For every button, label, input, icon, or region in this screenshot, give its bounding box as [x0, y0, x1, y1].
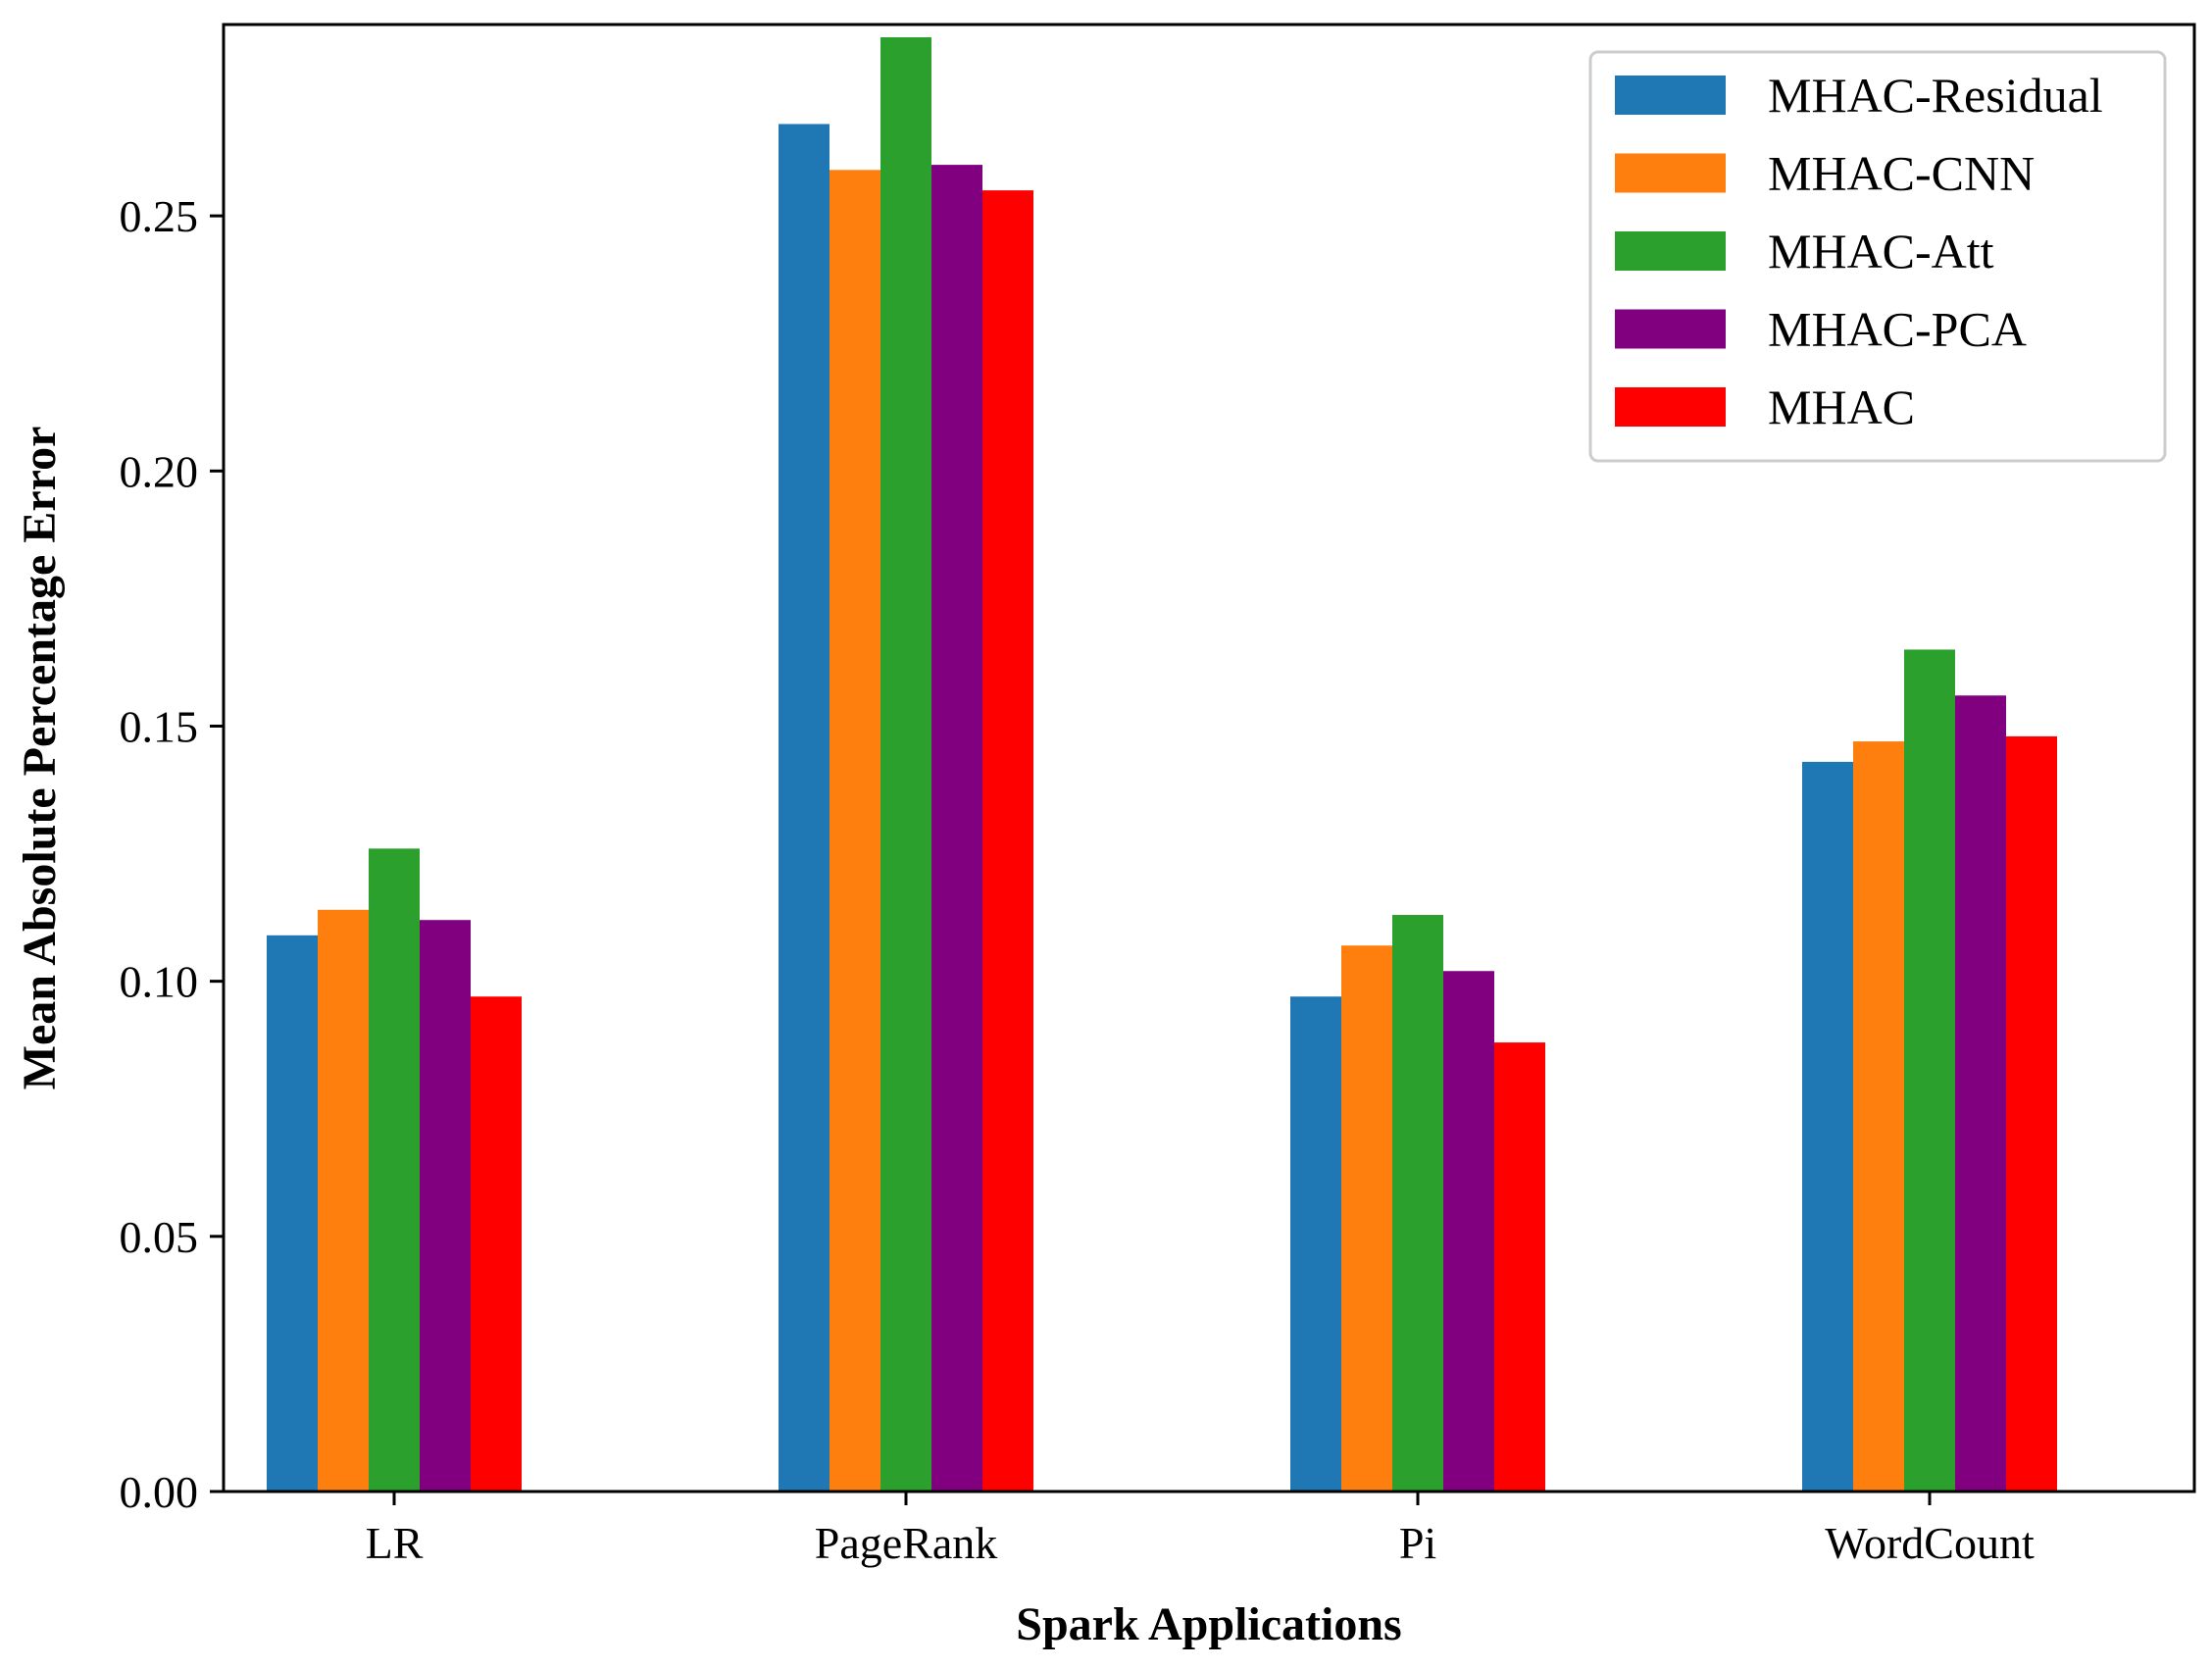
- bar-mhac-residual-pagerank: [779, 124, 830, 1492]
- bar-mhac-lr: [471, 996, 522, 1492]
- y-tick-label: 0.00: [120, 1467, 199, 1517]
- bar-mhac-att-wordcount: [1904, 649, 1955, 1492]
- y-tick-label: 0.25: [120, 191, 199, 241]
- legend-swatch-mhac: [1615, 387, 1726, 427]
- bar-mhac-att-pi: [1392, 915, 1443, 1492]
- bar-mhac-att-pagerank: [880, 37, 931, 1492]
- y-tick-label: 0.15: [120, 701, 199, 751]
- bar-mhac-cnn-lr: [318, 909, 369, 1492]
- y-axis-title: Mean Absolute Percentage Error: [14, 427, 66, 1090]
- bar-mhac-cnn-wordcount: [1853, 741, 1904, 1492]
- legend-label-mhac-att: MHAC-Att: [1768, 224, 1994, 278]
- bar-mhac-pca-wordcount: [1955, 695, 2006, 1492]
- bar-mhac-residual-pi: [1290, 996, 1341, 1492]
- y-axis: 0.00 0.05 0.10 0.15 0.20 0.25: [120, 191, 224, 1517]
- x-tick-label-pagerank: PageRank: [815, 1518, 998, 1568]
- y-tick-label: 0.20: [120, 446, 199, 496]
- bar-mhac-cnn-pagerank: [830, 170, 880, 1492]
- bar-mhac-wordcount: [2006, 735, 2057, 1492]
- bar-mhac-pca-pagerank: [931, 165, 982, 1492]
- legend-box: [1588, 50, 2167, 463]
- legend-label-mhac-pca: MHAC-PCA: [1768, 302, 2027, 357]
- bar-mhac-cnn-pi: [1341, 945, 1392, 1492]
- legend: MHAC-Residual MHAC-CNN MHAC-Att MHAC-PCA MHA…: [1588, 50, 2167, 463]
- legend-label-mhac-residual: MHAC-Residual: [1768, 68, 2103, 123]
- x-axis: LR PageRank Pi WordCount: [366, 1492, 2035, 1568]
- bar-mhac-residual-lr: [267, 935, 318, 1492]
- x-tick-label-wordcount: WordCount: [1825, 1518, 2035, 1568]
- plot-frame: [222, 23, 2196, 1493]
- y-tick-label: 0.10: [120, 957, 199, 1007]
- bar-mhac-pagerank: [982, 190, 1033, 1492]
- legend-swatch-mhac-cnn: [1615, 153, 1726, 193]
- bar-mhac-residual-wordcount: [1802, 761, 1853, 1492]
- legend-swatch-mhac-pca: [1615, 309, 1726, 349]
- bar-mhac-att-lr: [369, 848, 420, 1492]
- legend-swatch-mhac-residual: [1615, 76, 1726, 115]
- legend-label-mhac-cnn: MHAC-CNN: [1768, 146, 2035, 201]
- bars-group: [267, 37, 2057, 1492]
- legend-swatch-mhac-att: [1615, 231, 1726, 271]
- y-tick-label: 0.05: [120, 1212, 199, 1262]
- x-tick-label-lr: LR: [366, 1518, 424, 1568]
- x-axis-title: Spark Applications: [1016, 1598, 1401, 1650]
- bar-mhac-pi: [1494, 1042, 1545, 1492]
- bar-mhac-pca-pi: [1443, 971, 1494, 1492]
- x-tick-label-pi: Pi: [1399, 1518, 1436, 1568]
- legend-label-mhac: MHAC: [1768, 379, 1915, 434]
- bar-mhac-pca-lr: [420, 920, 471, 1492]
